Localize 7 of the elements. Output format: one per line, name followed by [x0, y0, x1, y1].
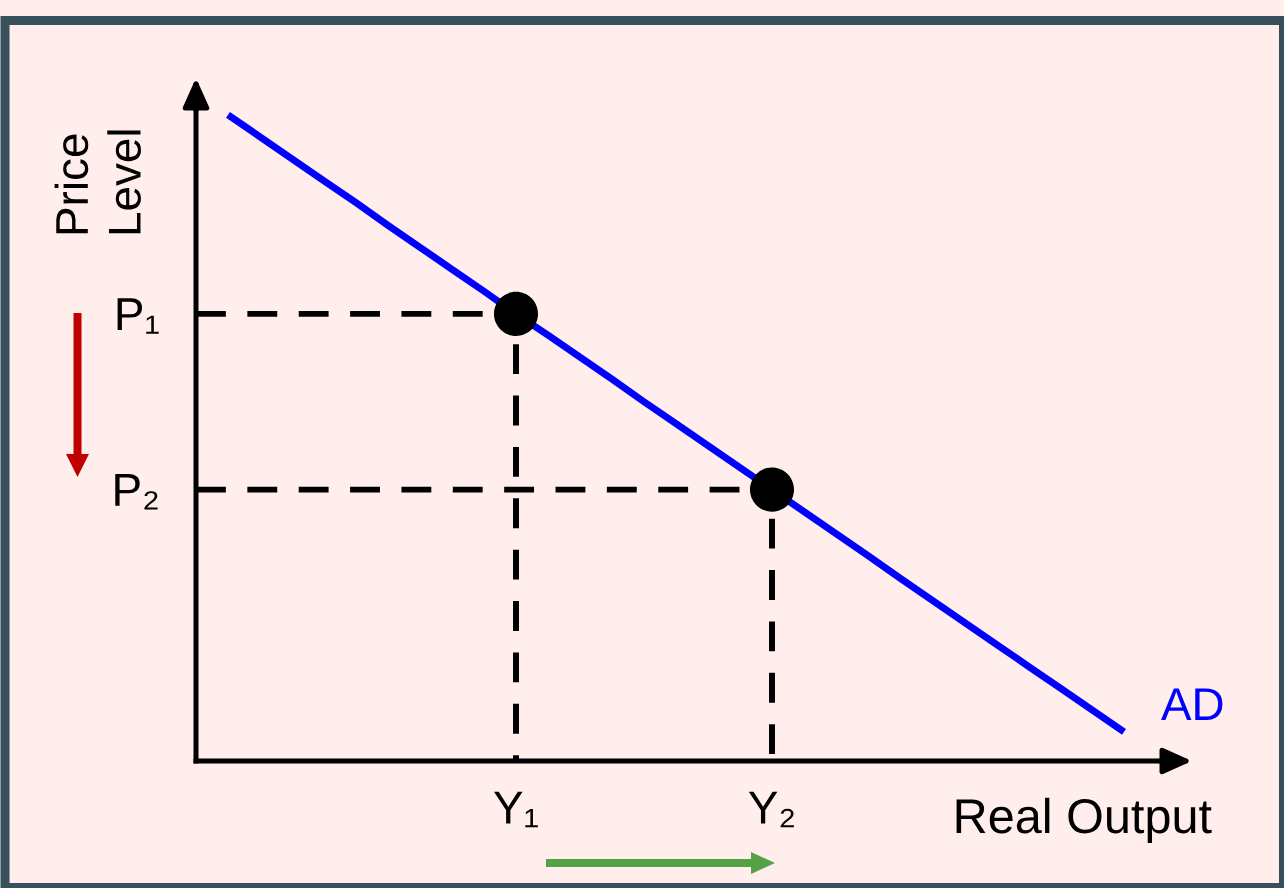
series-label: AD [1161, 688, 1223, 720]
x-axis-title: Real Output [956, 797, 1212, 844]
series-label: P₁ [117, 298, 159, 334]
x-tick-label: Y₁ [493, 791, 538, 828]
x-tick-label: Y₂ [748, 791, 794, 828]
y-axis-title: Price Level [54, 130, 141, 234]
series-label: P₂ [115, 474, 158, 510]
